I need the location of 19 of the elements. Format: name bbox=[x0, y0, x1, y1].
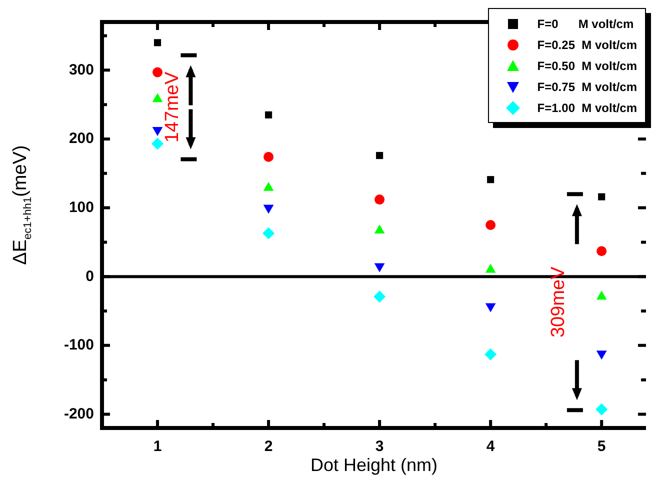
y-tick-label: -100 bbox=[64, 336, 94, 354]
x-tick-label: 1 bbox=[153, 438, 162, 456]
x-tick-label: 3 bbox=[375, 438, 384, 456]
legend-label: F=0.25 M volt/cm bbox=[537, 38, 637, 52]
y-tick-label: 100 bbox=[68, 198, 94, 216]
y-tick-label: 0 bbox=[86, 268, 94, 285]
x-axis-title: Dot Height (nm) bbox=[310, 455, 438, 476]
x-tick-label: 2 bbox=[264, 438, 273, 456]
x-tick-label: 4 bbox=[486, 438, 496, 456]
legend-label: F=0.75 M volt/cm bbox=[537, 80, 637, 94]
legend-label: F=0 M volt/cm bbox=[537, 16, 634, 30]
x-tick-label: 5 bbox=[597, 438, 606, 456]
legend-label: F=1.00 M volt/cm bbox=[537, 100, 637, 114]
annotation: 309meV bbox=[548, 266, 570, 338]
legend-label: F=0.50 M volt/cm bbox=[537, 58, 637, 72]
y-tick-label: -200 bbox=[64, 405, 94, 422]
y-tick-label: 200 bbox=[68, 130, 94, 148]
annotation: 147meV bbox=[162, 72, 183, 143]
y-tick-label: 300 bbox=[68, 61, 94, 78]
